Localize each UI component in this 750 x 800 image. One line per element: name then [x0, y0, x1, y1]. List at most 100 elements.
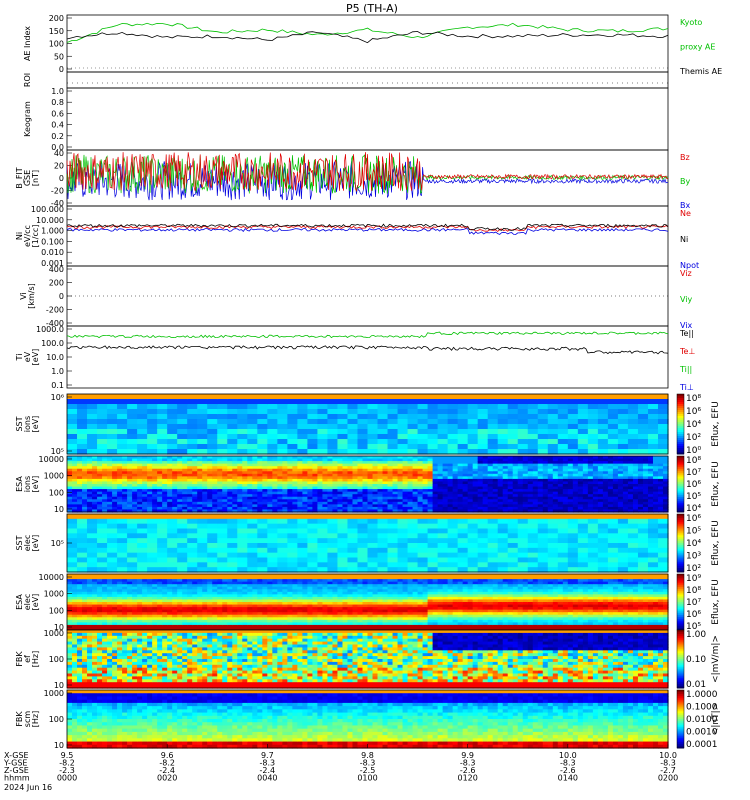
spectro-cell [307, 404, 319, 410]
spectro-cell [602, 506, 609, 511]
spectro-cell [437, 543, 449, 549]
spectro-cell [472, 476, 479, 480]
spectro-cell [317, 552, 329, 559]
spectro-cell [462, 481, 469, 485]
spectro-cell [82, 456, 88, 460]
spectro-cell [142, 476, 148, 480]
spectro-cell [157, 463, 163, 467]
spectro-cell [492, 499, 499, 503]
spectro-cell [97, 579, 103, 583]
spectro-cell [67, 594, 73, 598]
spectro-cell [612, 494, 619, 498]
spectro-cell [157, 602, 163, 606]
spectro-cell [307, 394, 319, 400]
spectro-cell [557, 484, 564, 488]
spectro-cell [122, 463, 128, 467]
spectro-cell [537, 484, 544, 488]
spectro-cell [567, 414, 579, 420]
spectro-cell [362, 509, 369, 513]
spectro-cell [187, 478, 193, 483]
spectro-cell [647, 409, 659, 415]
spectro-cell [117, 589, 123, 593]
spectro-cell [657, 509, 664, 513]
spectro-cell [512, 468, 519, 472]
spectro-cell [617, 473, 624, 477]
spectro-cell [417, 434, 429, 440]
spectro-cell [417, 557, 429, 563]
spectro-cell [357, 404, 369, 410]
spectro-cell [452, 506, 459, 511]
spectro-cell [312, 491, 319, 495]
spectro-cell [192, 581, 198, 585]
spectro-cell [122, 604, 128, 608]
spectro-cell [397, 538, 409, 544]
spectro-cell [597, 429, 609, 435]
spectro-cell [402, 486, 409, 490]
spectro-cell [182, 509, 188, 513]
spectro-cell [587, 458, 594, 462]
spectro-cell [247, 468, 253, 472]
spectro-cell [247, 458, 253, 462]
spectro-cell [602, 476, 609, 480]
spectro-cell [102, 471, 108, 475]
spectro-cell [517, 509, 524, 513]
spectro-cell [132, 599, 138, 603]
spectro-cell [332, 456, 339, 460]
spectro-cell [397, 523, 409, 530]
spectro-cell [67, 463, 73, 467]
spectro-cell [417, 463, 424, 467]
spectro-cell [187, 586, 193, 590]
spectro-cell [157, 523, 168, 530]
spectro-cell [192, 491, 198, 495]
spectro-cell [387, 567, 399, 573]
spectro-cell [652, 499, 659, 503]
spectro-cell [547, 501, 554, 505]
spectro-cell [537, 419, 549, 425]
spectro-cell [457, 449, 469, 455]
spectro-cell [72, 584, 78, 588]
spectro-cell [202, 594, 208, 598]
spectro-cell [367, 506, 374, 511]
spectro-cell [547, 562, 559, 568]
spectro-cell [642, 506, 649, 511]
spectro-cell [172, 614, 178, 618]
spectro-cell [282, 456, 288, 460]
spectro-cell [487, 478, 494, 483]
spectro-cell [172, 501, 178, 505]
spectro-cell [587, 538, 599, 544]
spectro-cell [502, 504, 509, 508]
spectro-cell [432, 509, 439, 513]
spectro-cell [87, 547, 98, 554]
panel-frame [66, 455, 669, 513]
spectro-cell [417, 429, 429, 435]
spectro-cell [197, 602, 203, 606]
spectro-cell [87, 499, 93, 503]
spectro-cell [207, 478, 213, 483]
spectro-cell [507, 562, 519, 568]
spectro-cell [597, 543, 609, 549]
spectro-cell [117, 574, 123, 578]
spectro-cell [302, 461, 308, 465]
spectro-cell [662, 481, 669, 485]
spectro-cell [567, 523, 579, 530]
spectro-cell [557, 504, 564, 508]
spectro-cell [277, 496, 283, 500]
spectro-cell [257, 458, 263, 462]
spectro-cell [137, 612, 143, 616]
spectro-cell [102, 501, 108, 505]
spectro-cell [82, 607, 88, 611]
spectro-cell [397, 468, 404, 472]
spectro-cell [72, 591, 78, 595]
spectro-cell [502, 471, 509, 475]
spectro-cell [307, 456, 314, 460]
spectro-cell [77, 394, 88, 400]
spectro-cell [207, 399, 218, 405]
spectro-cell [507, 404, 519, 410]
spectro-cell [437, 518, 449, 525]
spectro-cell [97, 471, 103, 475]
spectro-cell [477, 456, 484, 460]
spectro-cell [362, 504, 369, 508]
spectro-cell [122, 504, 128, 508]
spectro-cell [537, 456, 544, 460]
spectro-cell [457, 557, 469, 563]
